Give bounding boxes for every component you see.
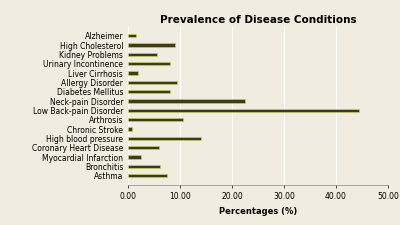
Bar [128,155,141,159]
Title: Prevalence of Disease Conditions: Prevalence of Disease Conditions [160,15,356,25]
Bar [128,137,201,140]
Bar [128,174,167,177]
Bar [128,146,159,149]
Bar [128,165,160,168]
Bar [128,127,132,131]
Bar [128,118,182,121]
Bar [128,72,138,75]
Bar [128,53,157,56]
Bar [128,99,245,103]
X-axis label: Percentages (%): Percentages (%) [219,207,297,216]
Bar [128,34,136,37]
Bar [128,62,170,65]
Bar [128,81,178,84]
Bar [128,43,175,47]
Bar [128,90,170,93]
Bar [128,109,359,112]
